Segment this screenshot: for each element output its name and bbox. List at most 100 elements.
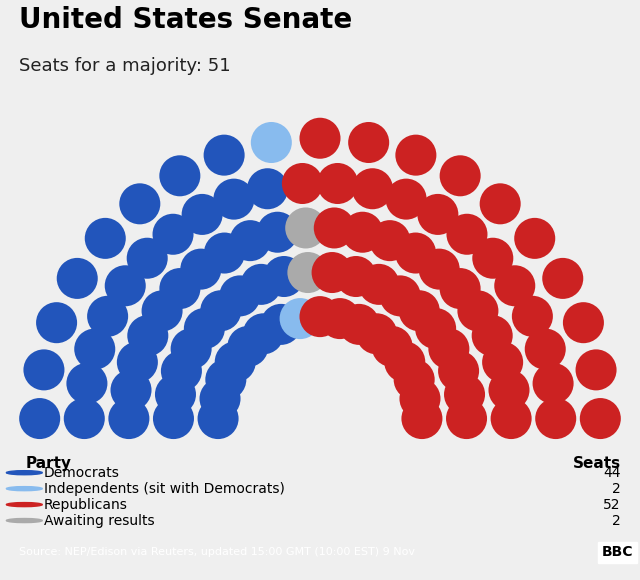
Circle shape <box>482 342 523 383</box>
Circle shape <box>488 369 529 411</box>
Circle shape <box>384 342 425 382</box>
Circle shape <box>108 398 149 439</box>
Circle shape <box>415 308 456 349</box>
Circle shape <box>213 179 254 220</box>
Circle shape <box>74 328 115 369</box>
Circle shape <box>127 238 168 279</box>
Circle shape <box>260 304 301 345</box>
Circle shape <box>243 313 284 354</box>
Circle shape <box>494 265 535 306</box>
Text: Seats: Seats <box>573 456 621 471</box>
Circle shape <box>575 349 616 390</box>
Circle shape <box>335 256 376 297</box>
Text: 52: 52 <box>604 498 621 512</box>
Circle shape <box>184 308 225 349</box>
Text: 44: 44 <box>604 466 621 480</box>
Circle shape <box>205 359 246 400</box>
Circle shape <box>200 378 241 419</box>
Text: Independents (sit with Democrats): Independents (sit with Democrats) <box>44 481 284 496</box>
Circle shape <box>399 378 440 419</box>
Circle shape <box>280 298 321 339</box>
Circle shape <box>352 168 393 209</box>
Circle shape <box>230 220 271 261</box>
Circle shape <box>339 304 380 345</box>
Circle shape <box>241 264 282 305</box>
Circle shape <box>417 194 458 235</box>
Circle shape <box>380 276 420 317</box>
Circle shape <box>57 258 98 299</box>
Circle shape <box>372 326 413 367</box>
Circle shape <box>444 374 485 415</box>
Circle shape <box>300 296 340 337</box>
Circle shape <box>282 163 323 204</box>
Circle shape <box>6 471 42 474</box>
Circle shape <box>369 220 410 261</box>
Circle shape <box>64 398 105 439</box>
Text: 2: 2 <box>612 513 621 528</box>
Circle shape <box>36 302 77 343</box>
Circle shape <box>19 398 60 439</box>
Circle shape <box>440 268 481 309</box>
Circle shape <box>396 135 436 176</box>
Circle shape <box>285 208 326 248</box>
Circle shape <box>152 214 193 255</box>
Circle shape <box>105 265 146 306</box>
Circle shape <box>446 398 487 439</box>
Circle shape <box>542 258 583 299</box>
Text: United States Senate: United States Senate <box>19 6 353 34</box>
Circle shape <box>227 326 268 367</box>
Circle shape <box>394 359 435 400</box>
Circle shape <box>348 122 389 163</box>
Circle shape <box>580 398 621 439</box>
Circle shape <box>6 487 42 491</box>
Circle shape <box>198 398 239 439</box>
Circle shape <box>6 519 42 523</box>
Circle shape <box>317 163 358 204</box>
Circle shape <box>563 302 604 343</box>
Circle shape <box>300 118 340 159</box>
Circle shape <box>159 268 200 309</box>
Circle shape <box>447 214 488 255</box>
Circle shape <box>67 363 108 404</box>
Circle shape <box>153 398 194 439</box>
Circle shape <box>220 276 260 317</box>
Text: 2: 2 <box>612 481 621 496</box>
Circle shape <box>141 291 182 331</box>
Circle shape <box>117 342 158 383</box>
Circle shape <box>247 168 288 209</box>
Circle shape <box>182 194 223 235</box>
Circle shape <box>356 313 397 354</box>
Circle shape <box>87 296 128 337</box>
Circle shape <box>358 264 399 305</box>
Text: Democrats: Democrats <box>44 466 120 480</box>
Circle shape <box>514 218 556 259</box>
Circle shape <box>399 290 440 331</box>
Circle shape <box>155 374 196 415</box>
Circle shape <box>204 233 245 274</box>
Circle shape <box>200 290 241 331</box>
Circle shape <box>386 179 427 220</box>
Circle shape <box>24 349 65 390</box>
Circle shape <box>512 296 553 337</box>
Circle shape <box>395 233 436 274</box>
Circle shape <box>472 238 513 279</box>
Circle shape <box>401 398 442 439</box>
Circle shape <box>180 249 221 289</box>
Text: Party: Party <box>26 456 72 471</box>
Circle shape <box>342 212 383 253</box>
Circle shape <box>127 315 168 356</box>
Circle shape <box>204 135 244 176</box>
Circle shape <box>84 218 126 259</box>
Circle shape <box>159 155 200 196</box>
Circle shape <box>6 502 42 507</box>
Circle shape <box>532 363 573 404</box>
Circle shape <box>257 212 298 253</box>
Circle shape <box>535 398 576 439</box>
Circle shape <box>171 328 212 369</box>
Circle shape <box>491 398 532 439</box>
Circle shape <box>419 249 460 289</box>
Text: BBC: BBC <box>602 545 634 560</box>
Circle shape <box>111 369 152 411</box>
Circle shape <box>440 155 481 196</box>
Circle shape <box>472 315 513 356</box>
